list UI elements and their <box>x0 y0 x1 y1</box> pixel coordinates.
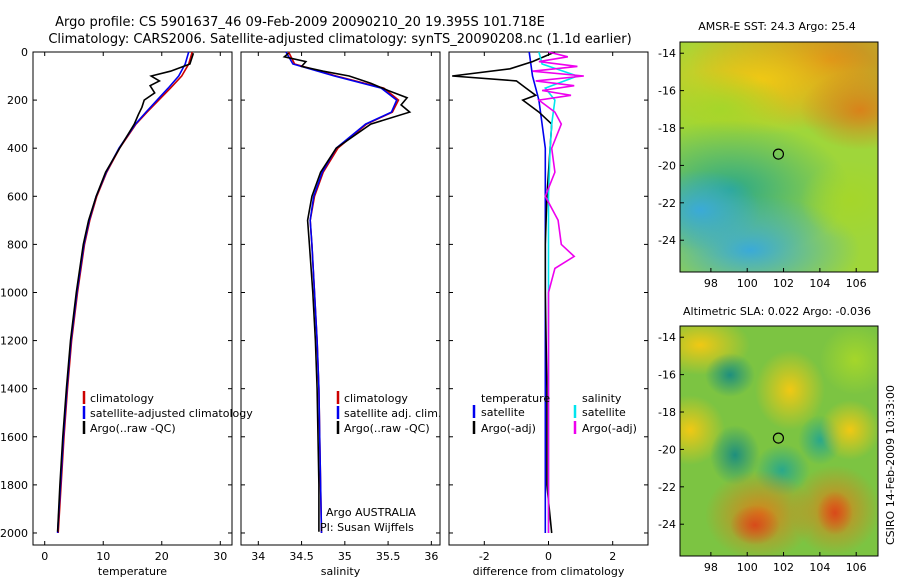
map-x-tick-label: 106 <box>846 277 867 290</box>
map-y-tick-label: -20 <box>658 159 676 172</box>
x-tick-label: 2 <box>609 550 616 563</box>
sst-warm-region <box>800 70 878 150</box>
legend-label-satellite: satellite-adjusted climatology <box>90 407 253 420</box>
y-tick-label: 600 <box>7 190 28 203</box>
sla-feature <box>710 425 760 485</box>
sla-map-axes: 98 100 102 104 106 -14 -16 -18 -20 -22 -24 <box>658 331 867 574</box>
temperature-panel: 0 10 20 30 0 200 400 600 800 1000 1200 1400 1600 1800… <box>0 46 233 578</box>
map-x-tick-label: 100 <box>737 561 758 574</box>
sst-map-axes: 98 100 102 104 106 -14 -16 -18 -20 -22 -24 <box>658 47 867 290</box>
legend-heading-temperature: temperature <box>481 392 550 405</box>
map-y-tick-label: -20 <box>658 443 676 456</box>
annotation-argo-australia: Argo AUSTRALIA <box>326 506 416 519</box>
sla-feature <box>820 326 878 395</box>
x-tick-label: 35 <box>338 550 352 563</box>
legend-label-sal-argo: Argo(-adj) <box>582 422 637 435</box>
x-axis-label: salinity <box>321 565 361 578</box>
sla-map-title: Altimetric SLA: 0.022 Argo: -0.036 <box>683 305 871 318</box>
sst-mid-region <box>800 160 878 240</box>
map-x-tick-label: 102 <box>773 561 794 574</box>
map-x-tick-label: 102 <box>773 277 794 290</box>
sla-feature <box>730 505 780 545</box>
y-tick-label: 1800 <box>0 479 28 492</box>
map-x-tick-label: 100 <box>737 277 758 290</box>
y-tick-label: 1400 <box>0 383 28 396</box>
x-tick-label: 34.5 <box>289 550 314 563</box>
x-tick-label: 35.5 <box>376 550 401 563</box>
argo-location-marker <box>772 148 785 160</box>
series-line-argo-raw-qc- <box>282 52 412 532</box>
sla-feature <box>817 491 853 535</box>
x-tick-label: 0 <box>41 550 48 563</box>
sla-feature <box>820 400 878 460</box>
map-y-tick-label: -16 <box>658 85 676 98</box>
credit-text: CSIRO 14-Feb-2009 10:33:00 <box>884 385 897 545</box>
x-tick-label: 10 <box>96 550 110 563</box>
series-line-temperature-argo-adj- <box>452 51 556 534</box>
sla-map-frame <box>679 325 879 557</box>
y-tick-label: 1200 <box>0 335 28 348</box>
sst-cool-region <box>680 170 760 250</box>
series-line-salinity-argo-adj- <box>532 51 584 533</box>
sla-feature <box>755 350 825 430</box>
map-x-tick-label: 98 <box>704 277 718 290</box>
y-tick-label: 0 <box>21 46 28 59</box>
figure-title-line1: Argo profile: CS 5901637_46 09-Feb-2009 … <box>55 15 545 30</box>
x-tick-label: 30 <box>213 550 227 563</box>
x-tick-label: -2 <box>479 550 490 563</box>
map-y-tick-label: -14 <box>658 331 676 344</box>
map-x-tick-label: 104 <box>809 561 830 574</box>
legend-heading-salinity: salinity <box>582 392 622 405</box>
plot-frame <box>240 51 441 546</box>
sst-map-title: AMSR-E SST: 24.3 Argo: 25.4 <box>698 20 856 33</box>
map-y-tick-label: -14 <box>658 47 676 60</box>
map-y-tick-label: -22 <box>658 197 676 210</box>
figure-title-line2: Climatology: CARS2006. Satellite-adjuste… <box>48 32 631 47</box>
map-x-tick-label: 104 <box>809 277 830 290</box>
x-tick-label: 36 <box>424 550 438 563</box>
sst-map-frame <box>679 41 879 273</box>
map-y-tick-label: -18 <box>658 122 676 135</box>
legend-label-climatology: climatology <box>344 392 408 405</box>
map-y-tick-label: -18 <box>658 406 676 419</box>
series-line-satellite-adj-clim- <box>285 51 398 534</box>
sla-map <box>680 326 878 556</box>
legend-label-satellite: satellite adj. clim. <box>344 407 441 420</box>
legend-label-temp-argo: Argo(-adj) <box>481 422 536 435</box>
y-tick-label: 400 <box>7 142 28 155</box>
map-y-tick-label: -16 <box>658 369 676 382</box>
difference-panel: -2 0 2 difference from climatology <box>448 51 649 578</box>
x-tick-label: 34 <box>251 550 265 563</box>
legend-label-climatology: climatology <box>90 392 154 405</box>
sst-map <box>680 42 878 272</box>
y-tick-label: 200 <box>7 94 28 107</box>
salinity-legend: climatology satellite adj. clim. Argo(..… <box>320 391 441 534</box>
map-y-tick-label: -24 <box>658 518 676 531</box>
y-tick-label: 1000 <box>0 286 28 299</box>
legend-label-sal-satellite: satellite <box>582 406 626 419</box>
y-tick-label: 800 <box>7 238 28 251</box>
x-tick-label: 20 <box>155 550 169 563</box>
argo-location-marker <box>772 432 785 444</box>
y-tick-label: 2000 <box>0 527 28 540</box>
plot-frame <box>32 51 233 546</box>
map-x-tick-label: 106 <box>846 561 867 574</box>
map-y-tick-label: -24 <box>658 234 676 247</box>
difference-legend: temperature satellite Argo(-adj) salinit… <box>472 392 637 435</box>
sla-feature <box>705 353 755 397</box>
temperature-legend: climatology satellite-adjusted climatolo… <box>82 391 253 435</box>
series-line-argo-raw-qc- <box>56 52 195 532</box>
map-x-tick-label: 98 <box>704 561 718 574</box>
x-axis-label: difference from climatology <box>473 565 625 578</box>
y-tick-label: 1600 <box>0 431 28 444</box>
legend-label-argo: Argo(..raw -QC) <box>344 422 430 435</box>
salinity-panel: 34 34.5 35 35.5 36 salinity <box>240 51 441 578</box>
legend-label-temp-satellite: satellite <box>481 406 525 419</box>
map-y-tick-label: -22 <box>658 481 676 494</box>
annotation-pi: PI: Susan Wijffels <box>320 521 414 534</box>
x-axis-label: temperature <box>98 565 167 578</box>
legend-label-argo: Argo(..raw -QC) <box>90 422 176 435</box>
x-tick-label: 0 <box>545 550 552 563</box>
